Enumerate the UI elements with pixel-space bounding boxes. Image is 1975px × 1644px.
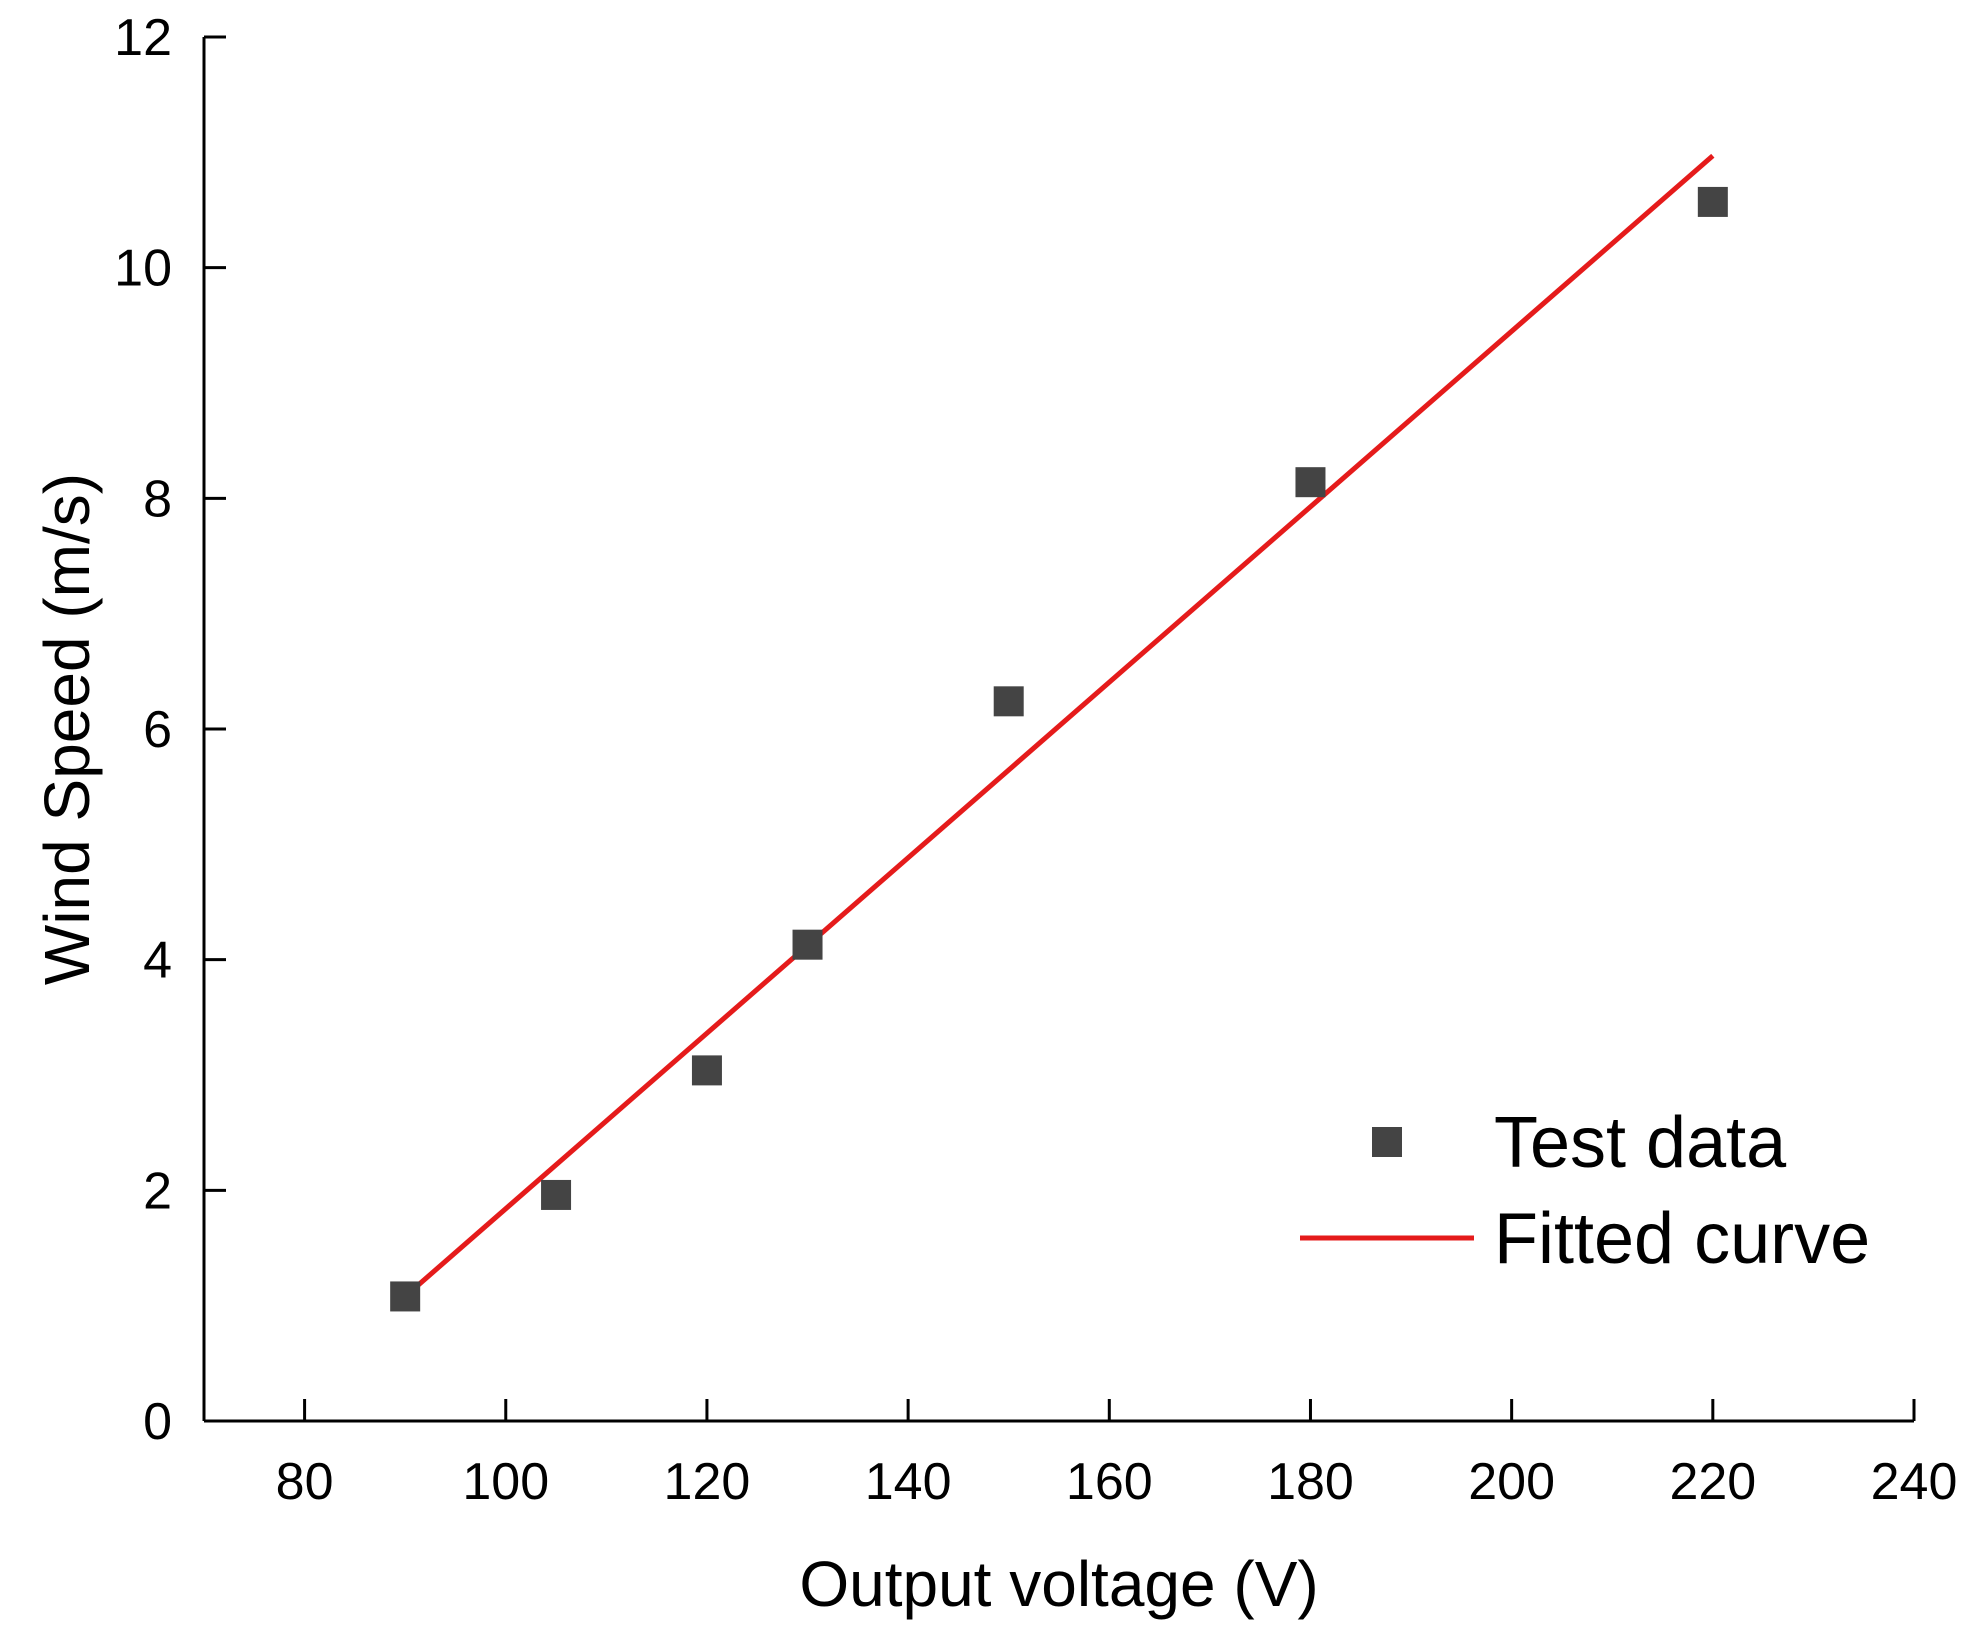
x-tick-label: 220 (1669, 1453, 1756, 1511)
x-tick-label: 240 (1871, 1453, 1958, 1511)
legend-label: Fitted curve (1494, 1199, 1870, 1279)
series (390, 153, 1728, 1312)
x-tick-label: 80 (276, 1453, 334, 1511)
y-tick-label: 2 (143, 1162, 172, 1220)
x-tick-label: 120 (664, 1453, 751, 1511)
y-tick-label: 8 (143, 470, 172, 528)
y-tick-label: 10 (114, 240, 172, 298)
y-axis-title: Wind Speed (m/s) (31, 473, 103, 985)
ticks: 80 100 120 140 160 180 200 220 240 0 2 4 6 8 10 12 (114, 9, 1957, 1511)
x-axis-title: Output voltage (V) (799, 1548, 1318, 1620)
test-data-point (691, 1055, 722, 1086)
y-tick-label: 0 (143, 1393, 172, 1451)
test-data-point (792, 929, 823, 960)
y-tick-label: 6 (143, 701, 172, 759)
y-tick-label: 12 (114, 9, 172, 67)
legend: Test data Fitted curve (1300, 1103, 1870, 1279)
test-data-point (541, 1179, 572, 1210)
fitted-curve-line (403, 153, 1715, 1299)
x-tick-label: 200 (1468, 1453, 1555, 1511)
test-data-point (1295, 467, 1326, 498)
x-tick-label: 140 (865, 1453, 952, 1511)
x-tick-label: 100 (462, 1453, 549, 1511)
test-data-point (390, 1281, 421, 1312)
x-tick-label: 180 (1267, 1453, 1354, 1511)
legend-marker-test-data (1372, 1127, 1402, 1157)
test-data-point (1697, 186, 1728, 217)
test-data-point (993, 686, 1024, 717)
x-tick-label: 160 (1066, 1453, 1153, 1511)
legend-label: Test data (1494, 1103, 1787, 1183)
y-tick-label: 4 (143, 932, 172, 990)
